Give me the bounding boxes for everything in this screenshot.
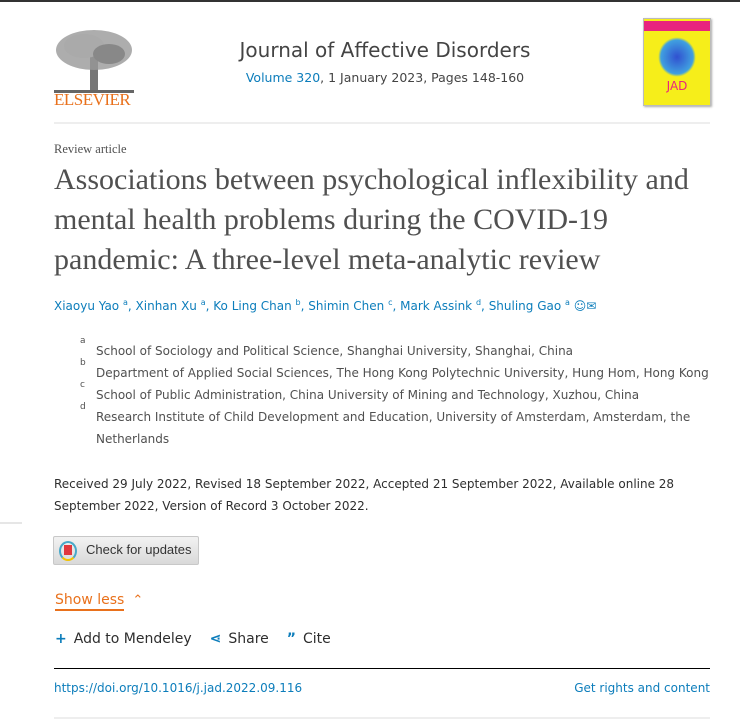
volume-link[interactable]: Volume 320 bbox=[245, 70, 321, 85]
author-link[interactable]: Shuling Gao a bbox=[488, 298, 570, 313]
cite-button[interactable]: ” Cite bbox=[286, 631, 331, 647]
volume-info: Volume 320, 1 January 2023, Pages 148-16… bbox=[245, 70, 525, 85]
affiliation: c School of Public Administration, China … bbox=[80, 380, 640, 402]
person-icon[interactable]: ☺ bbox=[573, 299, 587, 313]
share-button[interactable]: ⋖ Share bbox=[209, 631, 269, 647]
article-type: Review article bbox=[54, 142, 127, 156]
share-icon: ⋖ bbox=[209, 631, 222, 647]
affiliation: d Research Institute of Child Development… bbox=[80, 402, 691, 446]
crossmark-icon bbox=[59, 541, 77, 561]
article-title: Associations between psychological infle… bbox=[54, 163, 689, 276]
divider bbox=[54, 122, 710, 124]
author-link[interactable]: Xiaoyu Yao a bbox=[54, 298, 128, 313]
show-less-toggle[interactable]: Show less ⌃ bbox=[55, 592, 144, 611]
author-list: Xiaoyu Yao a, Xinhan Xu a, Ko Ling Chan … bbox=[54, 298, 597, 313]
get-rights-link[interactable]: Get rights and content bbox=[574, 681, 710, 695]
divider bbox=[54, 717, 710, 719]
check-for-updates-button[interactable]: Check for updates bbox=[53, 536, 199, 565]
chevron-up-icon: ⌃ bbox=[132, 593, 144, 608]
affiliation: a School of Sociology and Political Scien… bbox=[80, 336, 574, 358]
divider bbox=[54, 668, 710, 669]
article-dates: Received 29 July 2022, Revised 18 Septem… bbox=[54, 477, 675, 513]
author-link[interactable]: Xinhan Xu a bbox=[135, 298, 206, 313]
plus-icon: + bbox=[55, 631, 67, 647]
author-link[interactable]: Mark Assink d bbox=[400, 298, 482, 313]
email-icon[interactable]: ✉ bbox=[586, 299, 597, 313]
top-border bbox=[0, 0, 740, 2]
doi-link[interactable]: https://doi.org/10.1016/j.jad.2022.09.11… bbox=[54, 681, 303, 695]
add-to-mendeley-button[interactable]: + Add to Mendeley bbox=[55, 631, 192, 647]
author-link[interactable]: Shimin Chen c bbox=[308, 298, 393, 313]
elsevier-wordmark: ELSEVIER bbox=[54, 90, 131, 109]
elsevier-tree-logo[interactable] bbox=[54, 18, 134, 108]
affiliation: b Department of Applied Social Sciences, … bbox=[80, 358, 709, 380]
journal-cover-image[interactable]: JAD bbox=[643, 18, 711, 106]
journal-title[interactable]: Journal of Affective Disorders bbox=[239, 38, 531, 62]
divider bbox=[0, 522, 22, 524]
article-actions: + Add to Mendeley ⋖ Share ” Cite bbox=[55, 631, 331, 647]
quote-icon: ” bbox=[286, 631, 296, 647]
author-link[interactable]: Ko Ling Chan b bbox=[213, 298, 301, 313]
